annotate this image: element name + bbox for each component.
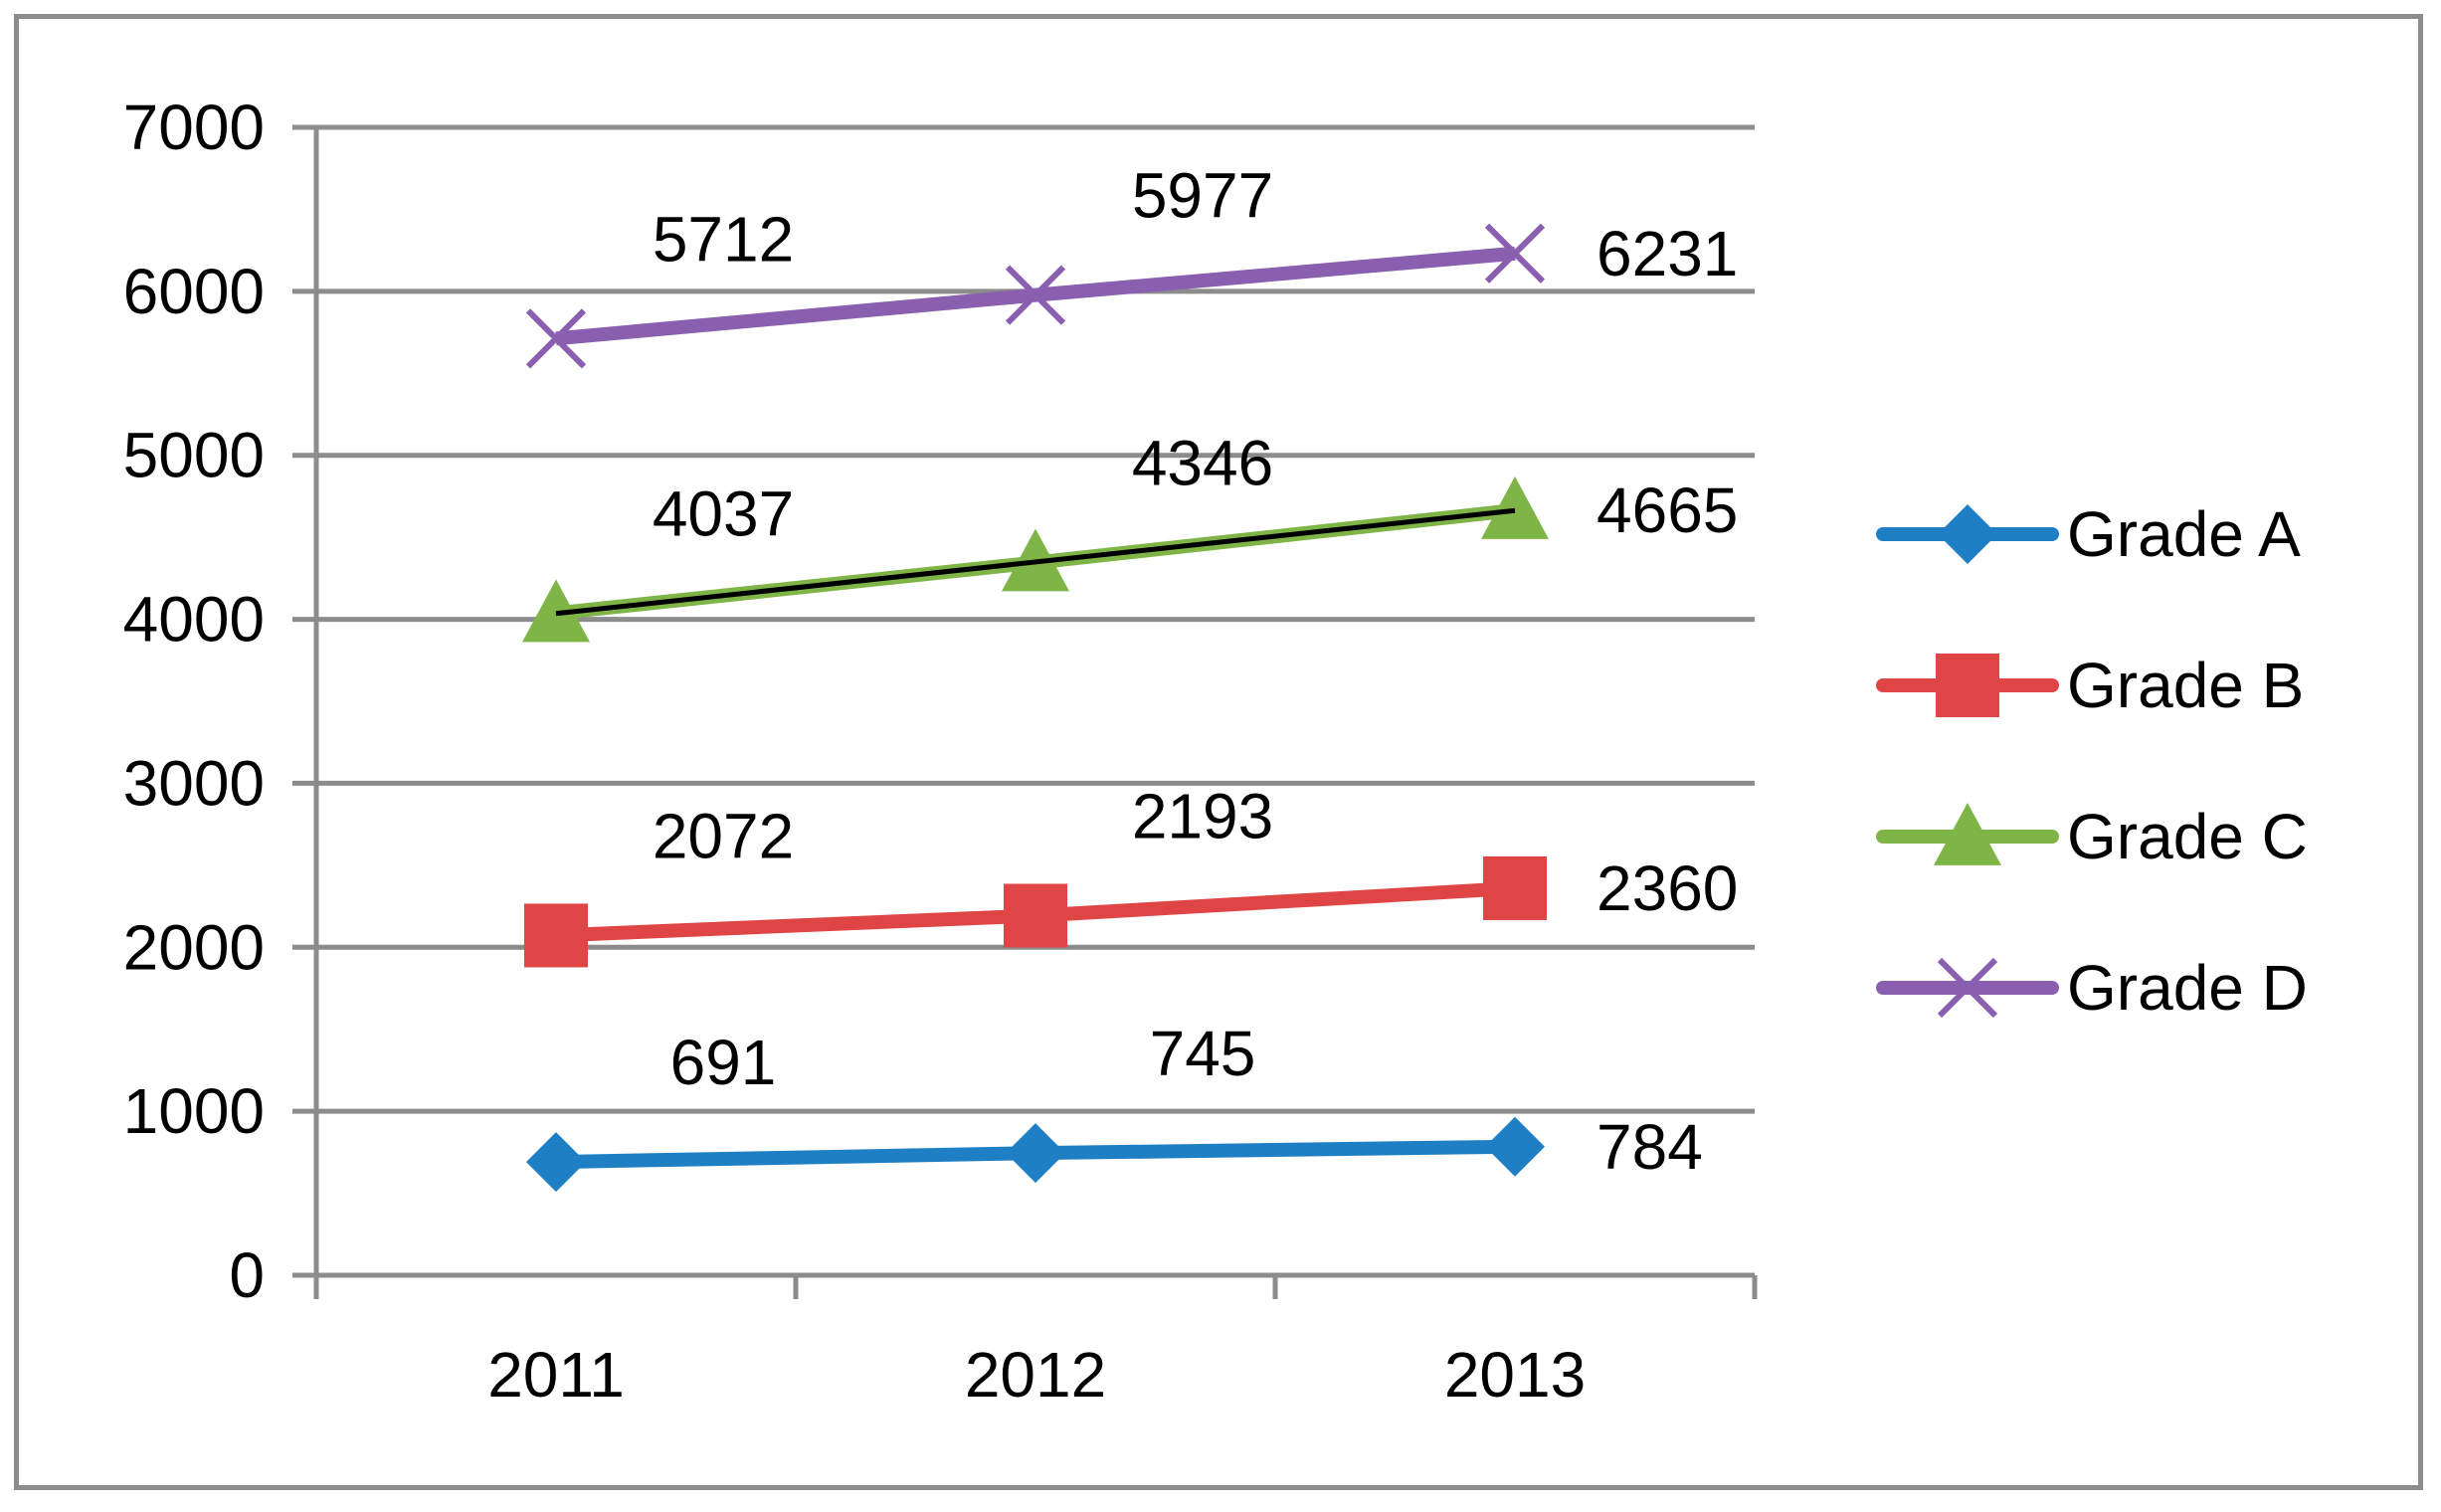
legend-label: Grade A [2067,498,2301,570]
data-label-grade-a: 784 [1596,1111,1703,1183]
x-tick-label: 2012 [965,1339,1106,1411]
y-tick-label: 2000 [123,911,265,983]
y-axis-tick-labels: 0 1000 2000 3000 4000 5000 6000 7000 [123,92,265,1311]
data-label-grade-d: 6231 [1596,218,1738,289]
legend-swatch-marker [1937,957,1998,1019]
trendline [555,507,1516,617]
series-group [522,223,1549,1193]
data-point-grade-d [1005,265,1066,325]
y-tick-label: 6000 [123,256,265,327]
chart-frame [14,14,2423,1490]
data-label-grade-c: 4665 [1596,474,1738,546]
data-label-grade-d: 5977 [1132,160,1273,232]
y-tick-label: 7000 [123,92,265,163]
y-tick-label: 5000 [123,420,265,491]
legend: Grade A Grade B Grade C Grade D [1876,498,2308,1024]
data-point-grade-b [1004,883,1067,948]
data-point-grade-a [1485,1116,1545,1177]
data-point-grade-c [522,579,590,643]
legend-item-grade-c: Grade C [1876,801,2308,872]
series-grade-b [524,855,1547,968]
data-point-grade-a [1006,1123,1065,1184]
data-label-grade-b: 2360 [1596,852,1738,924]
legend-swatch-marker [1934,803,2001,865]
x-axis-tick-labels: 2011 2012 2013 [487,1339,1586,1411]
data-labels: 691 745 784 2072 2193 2360 4037 4346 4665 5712 597… [653,160,1739,1183]
y-tick-label: 1000 [123,1075,265,1147]
legend-label: Grade D [2067,952,2308,1024]
data-point-grade-a [526,1132,586,1193]
data-point-grade-d [1484,223,1546,284]
legend-item-grade-b: Grade B [1876,650,2304,721]
legend-swatch-marker [1938,504,1997,564]
data-point-grade-b [1483,855,1547,920]
data-point-grade-d [525,308,587,369]
legend-label: Grade B [2067,650,2304,721]
data-label-grade-a: 691 [670,1027,777,1098]
x-tick-label: 2011 [487,1339,625,1411]
legend-swatch-marker [1936,654,1999,717]
data-label-grade-d: 5712 [653,203,794,275]
y-tick-label: 0 [229,1239,265,1311]
data-label-grade-c: 4037 [653,477,794,549]
data-point-grade-b [524,903,588,968]
legend-item-grade-a: Grade A [1876,498,2301,570]
data-label-grade-c: 4346 [1132,428,1273,499]
y-tick-label: 3000 [123,747,265,819]
x-tick-label: 2013 [1444,1339,1586,1411]
data-label-grade-b: 2193 [1132,780,1273,851]
legend-label: Grade C [2067,801,2308,872]
axes [292,124,1758,1299]
data-label-grade-a: 745 [1150,1018,1256,1089]
y-tick-label: 4000 [123,584,265,656]
series-grade-a [526,1116,1545,1193]
data-label-grade-b: 2072 [653,800,794,871]
data-point-grade-c [1481,475,1549,539]
legend-item-grade-d: Grade D [1876,952,2308,1024]
series-grade-d [525,223,1546,369]
